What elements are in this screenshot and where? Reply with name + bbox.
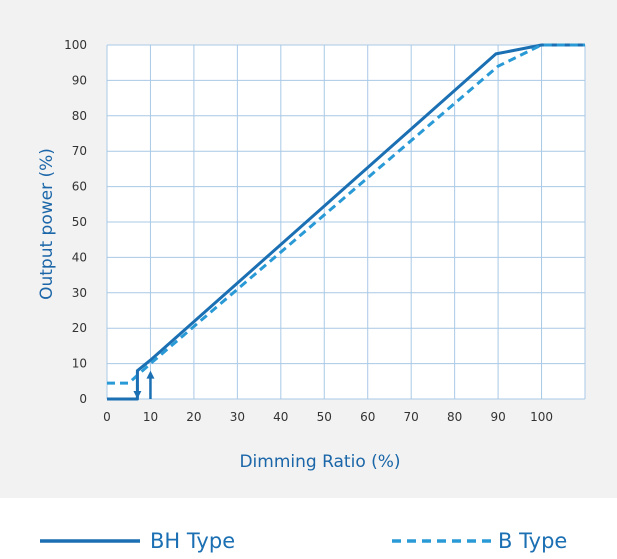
x-tick-label: 70 [404,410,419,424]
legend-dashed-swatch [392,539,494,543]
x-tick-labels: 0 10 20 30 40 50 60 70 80 90 100 [103,410,553,424]
dimming-chart: 0 10 20 30 40 50 60 70 80 90 100 0 10 20 30 40 50 60 70 80… [37,38,586,472]
legend-bh: BH Type [40,524,235,558]
x-tick-label: 30 [230,410,245,424]
x-tick-label: 100 [530,410,553,424]
y-tick-label: 80 [72,109,87,123]
y-tick-label: 40 [72,250,87,264]
y-tick-label: 50 [72,215,87,229]
y-tick-label: 100 [64,38,87,52]
legend-b-label: B Type [498,529,568,553]
y-tick-label: 30 [72,286,87,300]
x-tick-label: 50 [317,410,332,424]
y-tick-label: 70 [72,144,87,158]
x-tick-label: 20 [186,410,201,424]
y-tick-labels: 0 10 20 30 40 50 60 70 80 90 100 [64,38,87,406]
series-line-b-type [107,43,585,385]
legend-solid-swatch [40,539,140,543]
y-axis-title: Output power (%) [37,148,57,300]
x-tick-label: 90 [490,410,505,424]
arrowhead-up [146,370,155,379]
y-tick-label: 0 [79,392,87,406]
x-tick-label: 80 [447,410,462,424]
x-tick-label: 40 [273,410,288,424]
y-tick-label: 60 [72,180,87,194]
x-tick-label: 10 [143,410,158,424]
grid [106,44,586,400]
arrowhead-down [133,391,142,399]
series-line-bh-type [107,43,585,401]
y-tick-label: 20 [72,321,87,335]
x-axis-title: Dimming Ratio (%) [239,452,400,472]
legend-bh-label: BH Type [150,529,236,553]
y-tick-label: 90 [72,73,87,87]
x-tick-label: 0 [103,410,111,424]
y-tick-label: 10 [72,357,87,371]
hysteresis-arrows [133,370,155,399]
legend-b: B Type [392,524,567,558]
chart-panel: 0 10 20 30 40 50 60 70 80 90 100 0 10 20 30 40 50 60 70 80… [0,0,617,498]
series-lines [107,43,585,401]
x-tick-label: 60 [360,410,375,424]
